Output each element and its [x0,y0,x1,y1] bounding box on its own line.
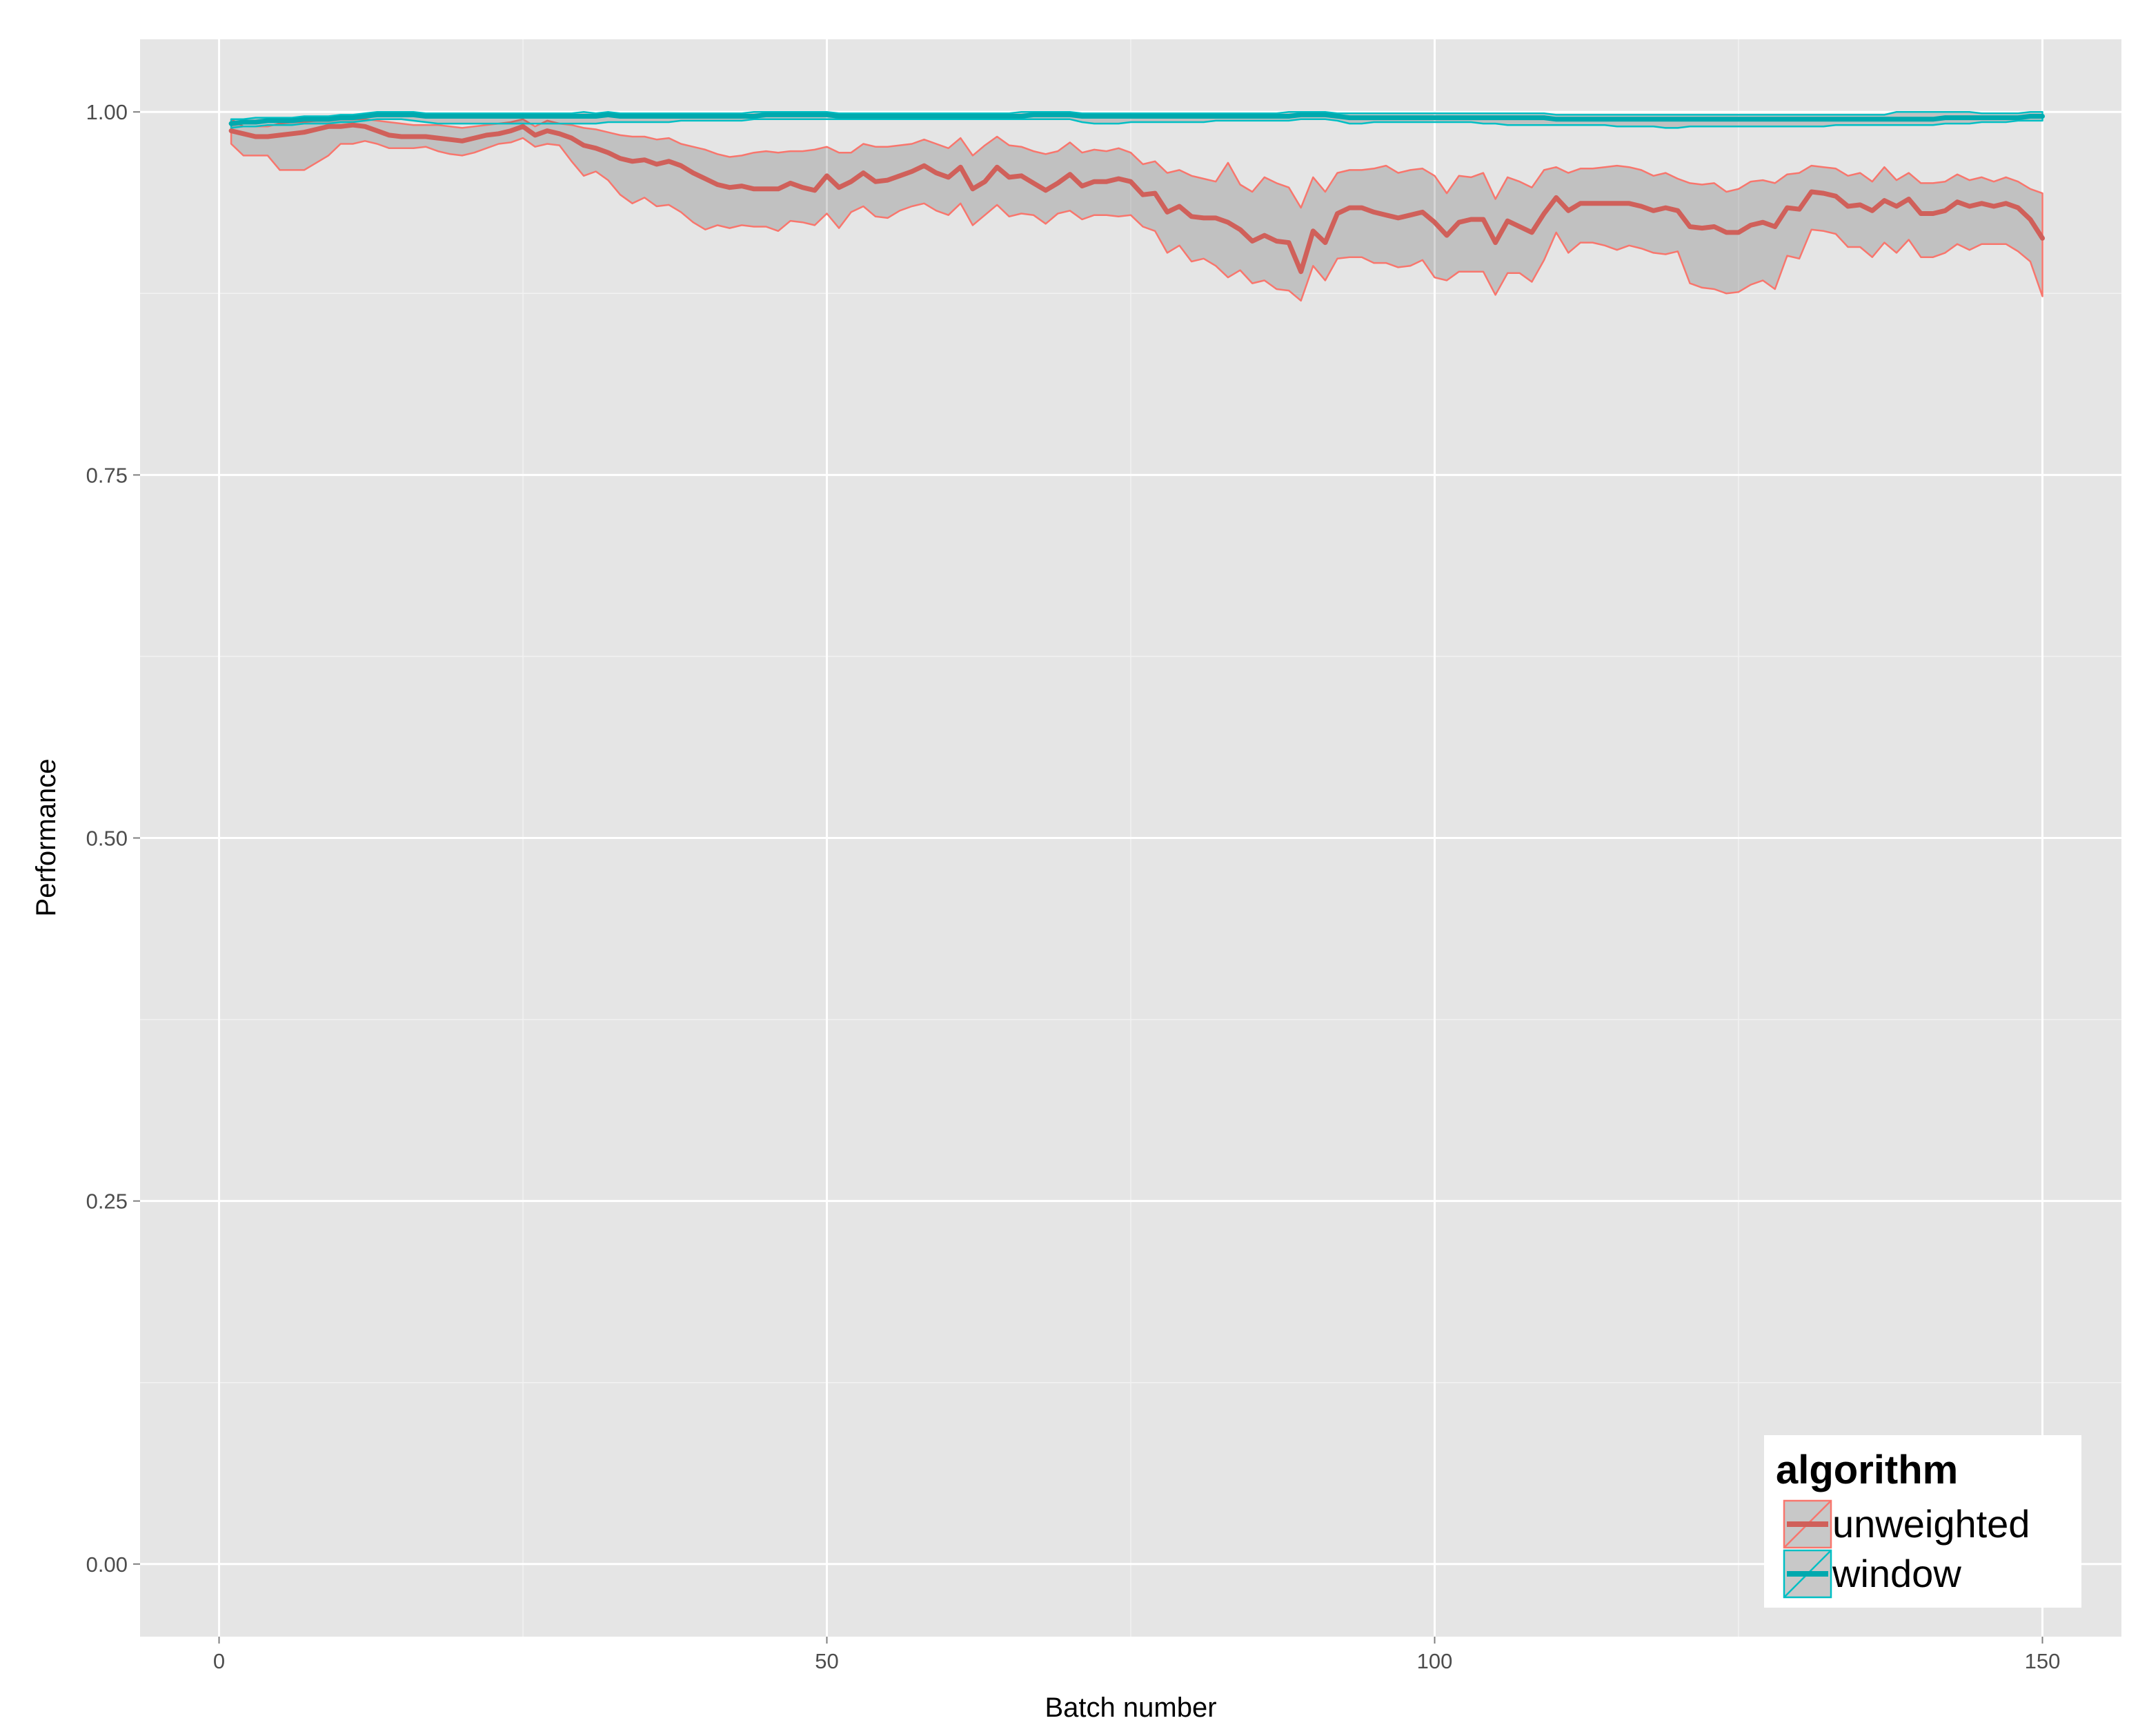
x-tick-label: 100 [1417,1649,1453,1673]
legend-keys [1783,1499,1832,1599]
x-tick-label: 50 [815,1649,838,1673]
y-tick-label: 0.50 [86,827,128,851]
series-lines [228,112,2045,275]
legend-label-window: window [1832,1552,1961,1595]
y-tick-label: 0.25 [86,1190,128,1214]
line-unweighted [228,122,2045,275]
major-gridlines [140,39,2121,1637]
band-unweighted [230,117,2043,302]
y-tick-label: 0.75 [86,463,128,487]
legend-title: algorithm [1776,1448,1958,1492]
y-tick-label: 0.00 [86,1552,128,1577]
y-tick-label: 1.00 [86,100,128,124]
legend-label-unweighted: unweighted [1832,1502,2030,1546]
axis-tick-labels: 0 50 100 150 0.00 0.25 0.50 0.75 1.00 [86,100,2061,1673]
legend: algorithm unweighted window [1764,1435,2081,1608]
x-tick-label: 0 [213,1649,225,1673]
axis-ticks [133,111,2043,1644]
x-tick-label: 150 [2025,1649,2061,1673]
x-axis-title: Batch number [1045,1693,1216,1723]
line-window [228,112,2045,126]
y-axis-title: Performance [31,759,61,917]
